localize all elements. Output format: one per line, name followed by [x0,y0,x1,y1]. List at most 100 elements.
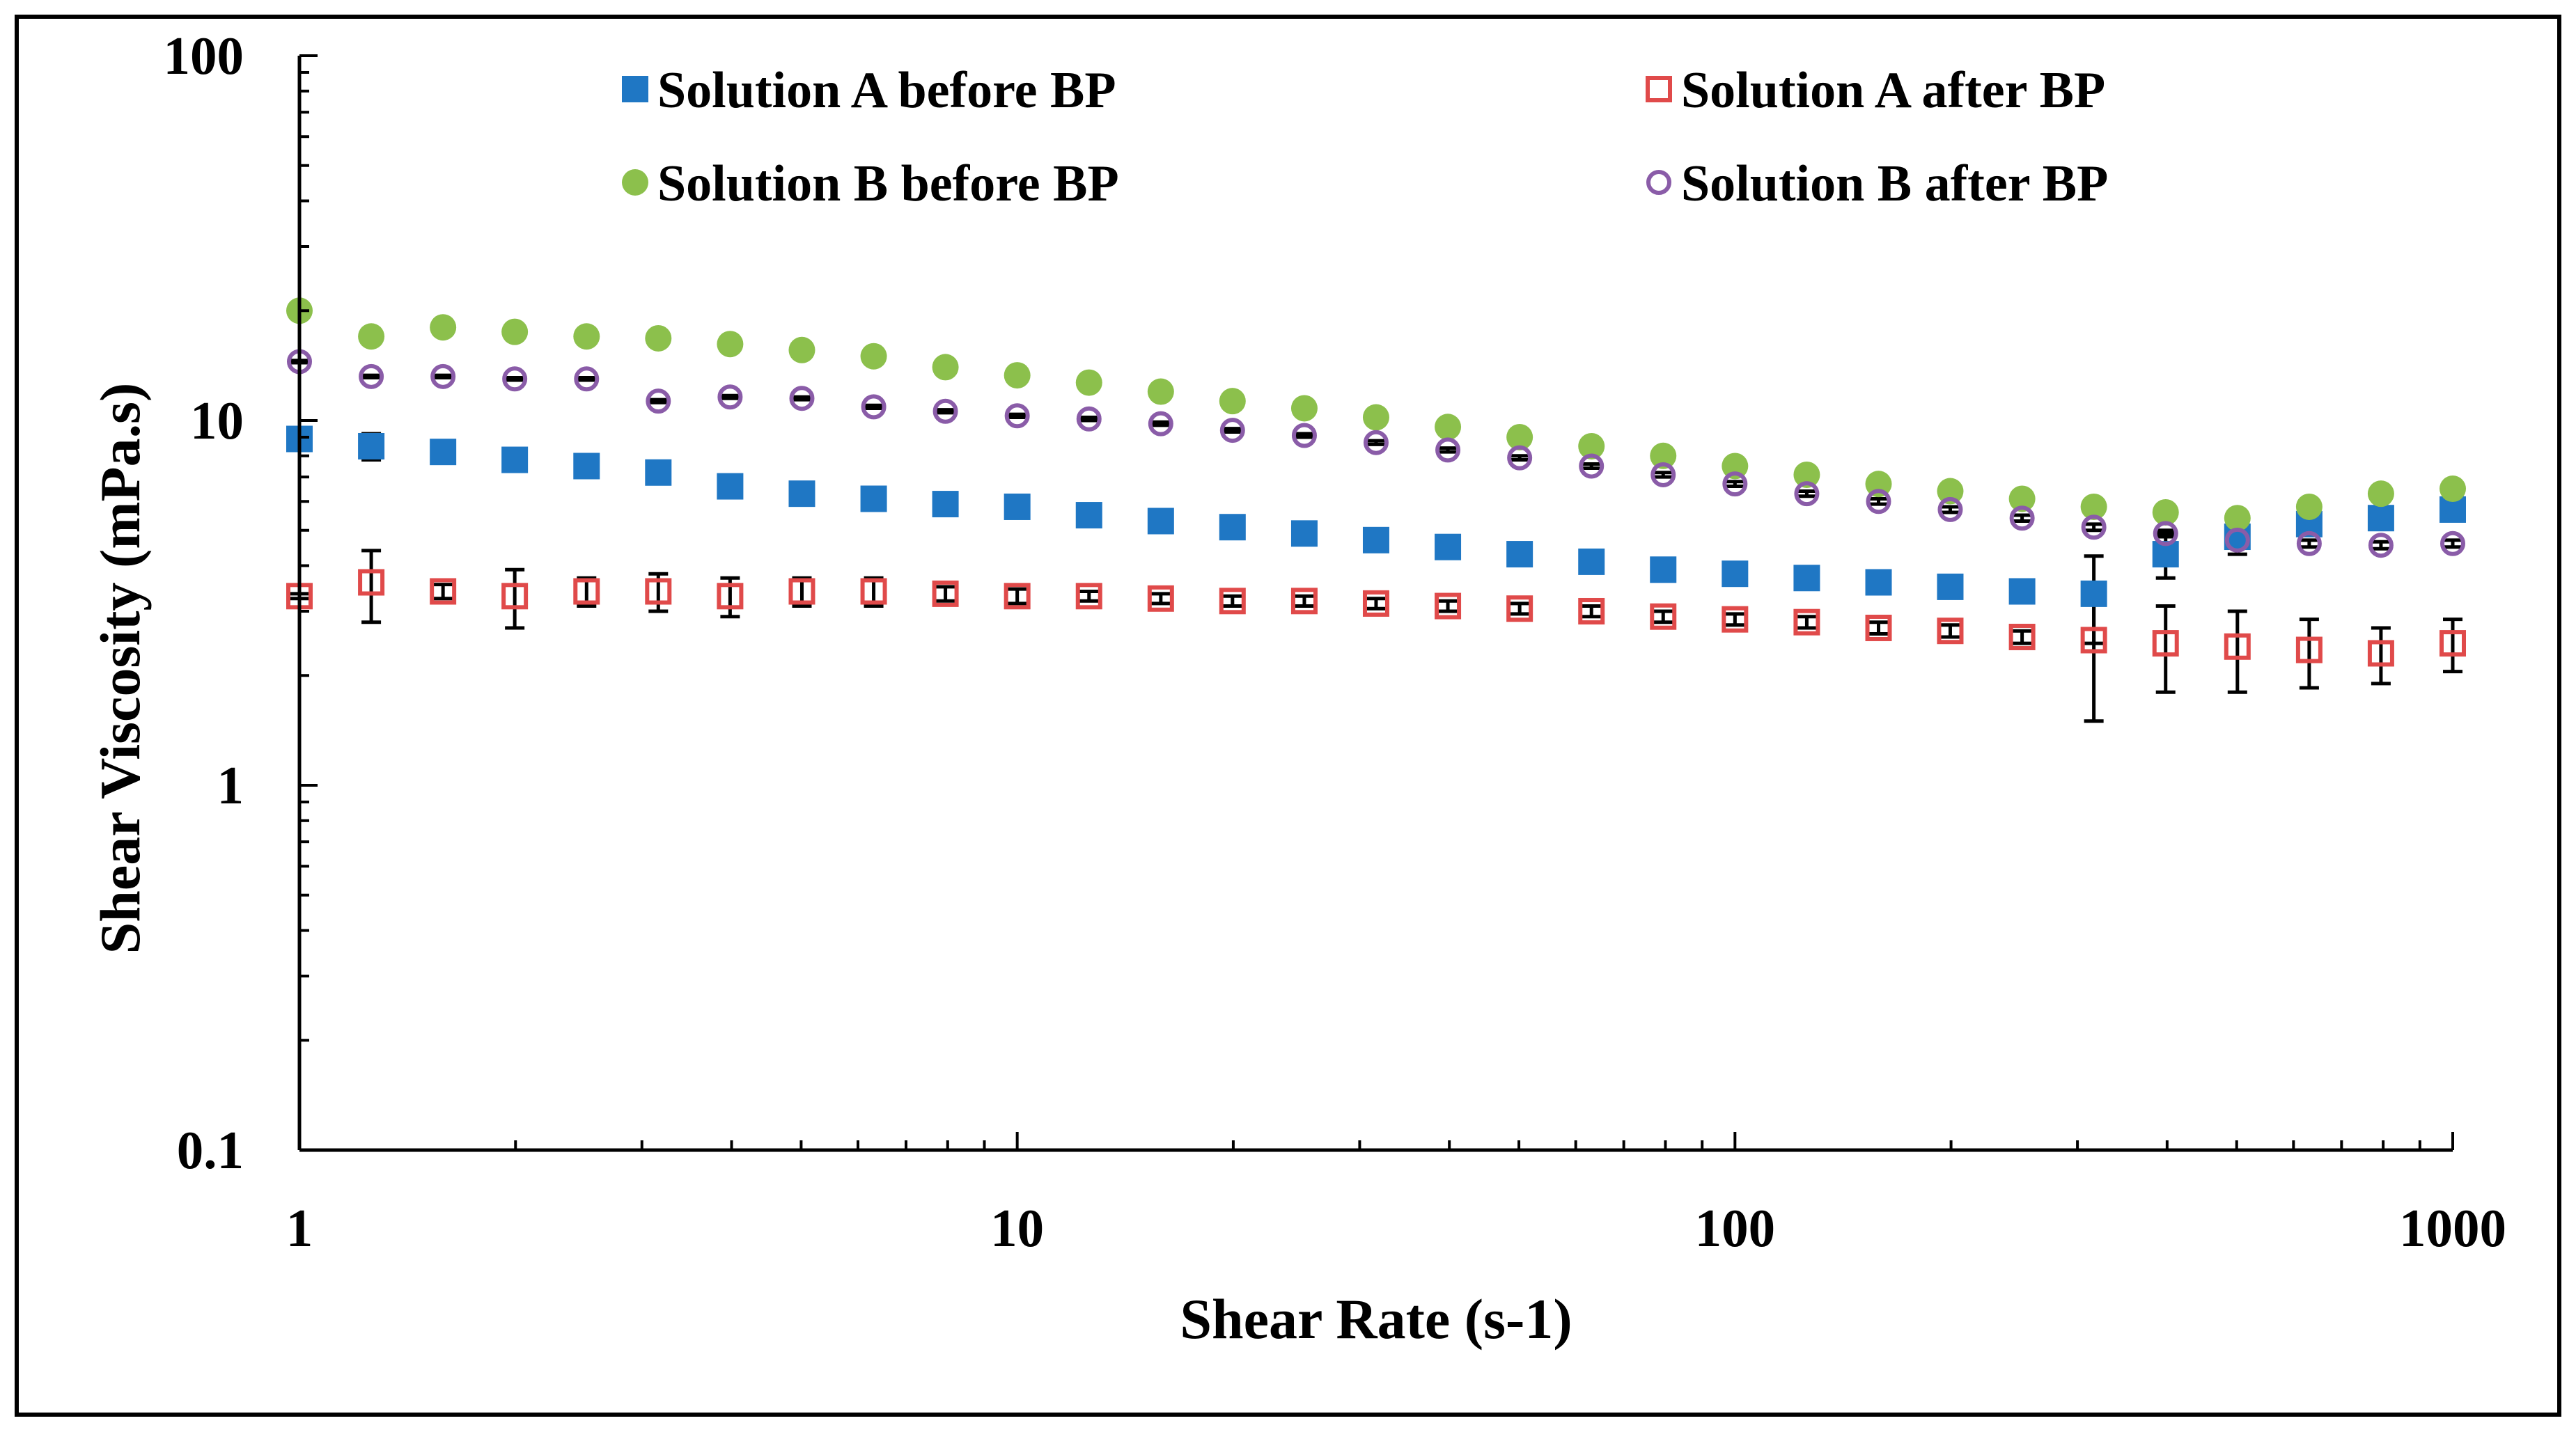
data-point [1147,378,1174,405]
data-point [1722,560,1749,588]
data-point [1147,585,1174,612]
data-point [1937,618,1964,645]
error-bar [2371,626,2391,686]
error-bar [1366,597,1386,611]
data-point [2080,493,2107,520]
error-bar [720,393,740,400]
error-bar [2155,604,2176,694]
data-point [358,432,385,459]
data-point [1291,423,1317,448]
data-point [1506,423,1533,450]
data-markers [286,297,2466,667]
error-bar [1438,446,1458,454]
data-point [1722,606,1749,633]
data-point [573,323,600,350]
data-point [1506,595,1533,622]
data-point [2367,505,2394,532]
data-point [860,485,887,512]
series-2 [286,569,2466,667]
data-point [501,318,529,345]
data-point [788,578,815,605]
data-point [501,583,529,610]
data-point [2440,475,2466,503]
data-point [645,459,672,486]
data-point [1219,388,1246,415]
legend-label: Solution A before BP [657,62,1116,119]
data-point [1075,369,1102,396]
data-point [2080,580,2107,607]
data-point [645,578,672,605]
data-point [430,578,457,605]
error-bar [2371,540,2391,551]
error-bar [2155,528,2176,539]
error-bar [433,583,453,601]
data-point [502,366,528,392]
data-point [1435,533,1462,560]
data-point [932,398,958,424]
data-point [2008,623,2036,650]
data-point [1004,583,1031,610]
error-bar [1294,594,1314,608]
error-bar [1079,590,1099,603]
error-bar [648,398,669,404]
data-point [860,343,887,370]
data-point [2224,527,2250,553]
x-tick-label: 100 [1695,1198,1776,1258]
data-point [788,480,815,508]
data-point [2295,493,2323,520]
chart-border [15,15,2561,1417]
data-point [1937,573,1964,600]
data-point [1937,496,1963,522]
data-point [717,384,743,410]
error-bar [2012,513,2032,523]
legend-item: Solution B before BP [622,155,1119,212]
data-point [2368,533,2394,558]
error-bar [1868,496,1889,506]
error-bar [864,403,884,410]
data-point [2080,627,2107,654]
data-point [1435,437,1461,463]
data-point [2153,521,2178,546]
data-point [358,569,385,596]
data-point [2440,630,2466,657]
data-point [1650,442,1677,469]
y-tick-label: 1 [217,755,244,815]
data-point [2152,498,2179,526]
data-point [1650,603,1677,630]
y-axis-title: Shear Viscosity (mPa.s) [88,383,152,954]
legend-item: Solution A after BP [1646,62,2105,119]
error-bar [1510,454,1530,462]
data-point [861,394,887,420]
error-bar [792,395,812,402]
x-axis-title: Shear Rate (s-1) [1180,1287,1572,1351]
y-tick-labels: 0.1 1 10 100 [164,26,244,1180]
error-bar [361,549,382,624]
data-point [1004,493,1031,520]
data-point [1865,614,1892,641]
data-point [1219,418,1245,443]
error-bar [2443,538,2462,549]
x-tick-label: 10 [990,1198,1044,1258]
series-4 [287,349,2465,558]
error-bar [935,585,955,603]
error-bar [1222,427,1242,434]
y-ticks [299,54,318,1151]
error-bar [1797,615,1817,630]
error-bar [1510,601,1530,616]
data-point [1865,569,1892,596]
data-point [2224,633,2251,660]
x-tick-label: 1000 [2399,1198,2506,1258]
data-point [2009,505,2035,531]
legend-item: Solution A before BP [622,62,1116,119]
data-point [1578,597,1605,624]
error-bar [1725,612,1745,627]
data-point [1290,520,1318,547]
data-point [1290,395,1318,422]
data-point [1793,565,1820,592]
error-bar [1366,439,1386,446]
error-bar [1007,587,1027,606]
legend-label: Solution B before BP [657,155,1119,212]
x-tick-label: 1 [286,1198,313,1258]
